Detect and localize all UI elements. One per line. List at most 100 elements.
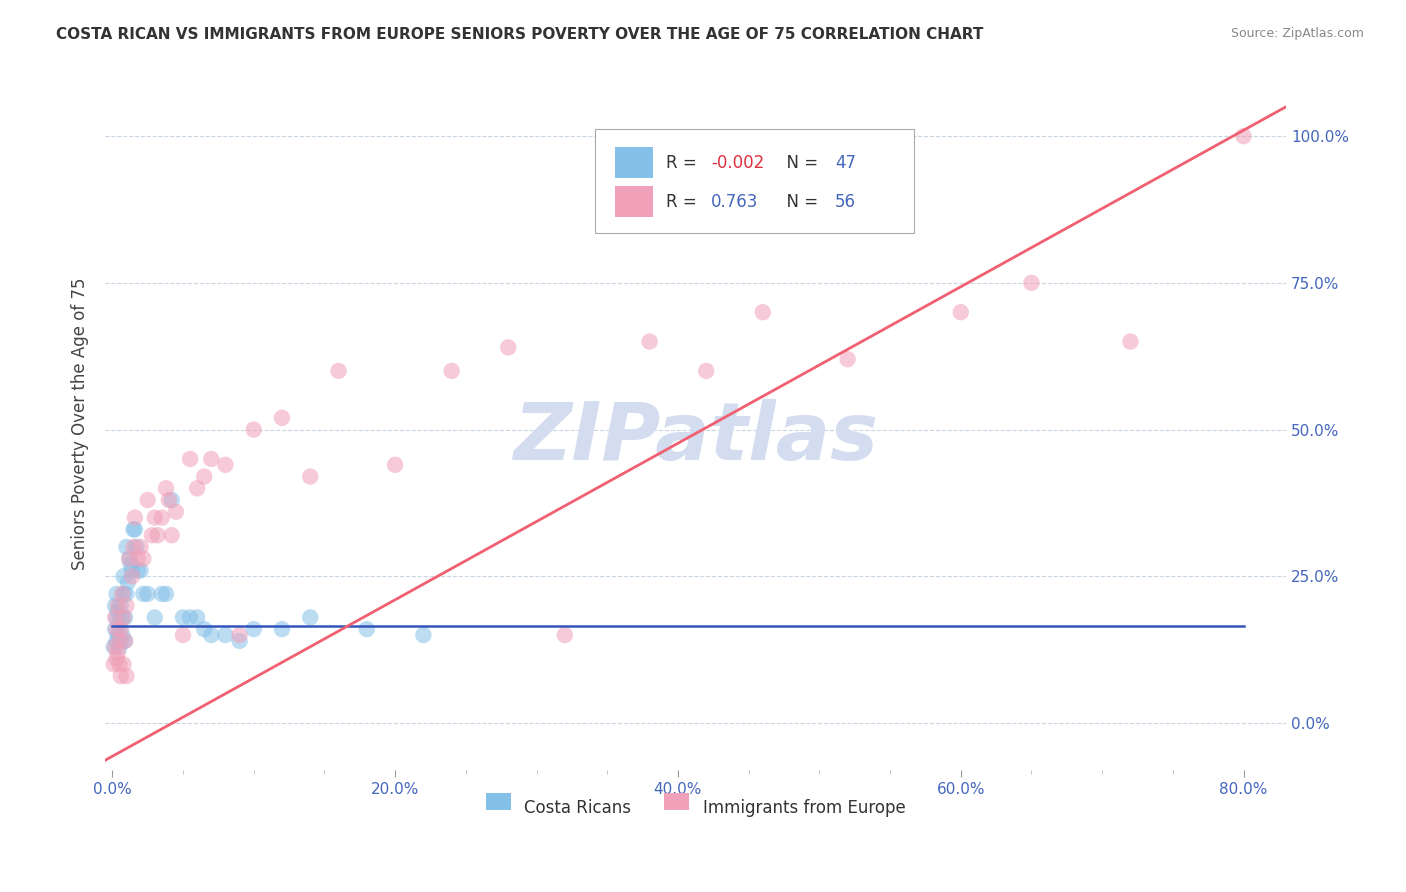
Point: [412, 628, 434, 642]
Point: [157, 493, 180, 508]
Point: [112, 587, 135, 601]
Point: [242, 622, 264, 636]
Point: [193, 622, 215, 636]
Point: [299, 469, 322, 483]
Point: [114, 633, 136, 648]
Point: [108, 640, 131, 654]
Point: [108, 633, 131, 648]
Point: [155, 587, 177, 601]
Text: ZIPatlas: ZIPatlas: [513, 399, 879, 476]
Text: N =: N =: [776, 193, 824, 211]
Point: [104, 610, 127, 624]
Point: [114, 610, 136, 624]
Point: [105, 651, 128, 665]
Point: [186, 610, 208, 624]
Point: [118, 551, 141, 566]
Text: -0.002: -0.002: [711, 153, 765, 171]
Text: 47: 47: [835, 153, 856, 171]
Point: [179, 451, 201, 466]
Point: [115, 540, 138, 554]
Point: [110, 622, 132, 636]
Point: [108, 616, 131, 631]
Point: [104, 640, 127, 654]
Point: [440, 364, 463, 378]
Point: [271, 410, 294, 425]
Point: [1119, 334, 1142, 349]
Point: [132, 587, 155, 601]
Point: [118, 551, 141, 566]
Point: [125, 540, 148, 554]
Point: [127, 551, 149, 566]
Point: [104, 622, 127, 636]
Text: 0.763: 0.763: [711, 193, 758, 211]
Point: [837, 352, 859, 367]
Point: [105, 622, 128, 636]
Point: [111, 587, 134, 601]
Point: [121, 569, 143, 583]
Point: [115, 587, 138, 601]
Point: [124, 522, 146, 536]
Point: [105, 587, 128, 601]
Point: [1232, 129, 1254, 144]
Point: [172, 628, 194, 642]
Point: [146, 528, 169, 542]
Point: [356, 622, 378, 636]
Point: [271, 622, 294, 636]
Point: [150, 510, 173, 524]
Point: [115, 669, 138, 683]
Point: [112, 610, 135, 624]
Point: [120, 558, 142, 572]
Point: [179, 610, 201, 624]
Point: [143, 510, 166, 524]
Point: [155, 481, 177, 495]
Point: [328, 364, 350, 378]
Point: [124, 510, 146, 524]
Point: [193, 469, 215, 483]
Point: [103, 657, 125, 672]
Point: [122, 522, 145, 536]
Point: [110, 599, 132, 613]
Point: [160, 528, 183, 542]
Point: [136, 493, 159, 508]
Text: Source: ZipAtlas.com: Source: ZipAtlas.com: [1230, 27, 1364, 40]
Point: [112, 657, 135, 672]
Point: [200, 451, 222, 466]
Point: [107, 628, 129, 642]
Y-axis label: Seniors Poverty Over the Age of 75: Seniors Poverty Over the Age of 75: [72, 277, 89, 570]
Text: COSTA RICAN VS IMMIGRANTS FROM EUROPE SENIORS POVERTY OVER THE AGE OF 75 CORRELA: COSTA RICAN VS IMMIGRANTS FROM EUROPE SE…: [56, 27, 984, 42]
Point: [104, 599, 127, 613]
Point: [129, 564, 152, 578]
Point: [384, 458, 406, 472]
Legend: Costa Ricans, Immigrants from Europe: Costa Ricans, Immigrants from Europe: [479, 792, 912, 824]
Text: R =: R =: [666, 193, 702, 211]
Point: [1021, 276, 1043, 290]
Point: [114, 633, 136, 648]
Point: [141, 528, 163, 542]
Point: [228, 628, 250, 642]
Point: [115, 599, 138, 613]
Point: [111, 628, 134, 642]
Point: [112, 569, 135, 583]
Point: [122, 540, 145, 554]
Text: R =: R =: [666, 153, 702, 171]
Point: [242, 423, 264, 437]
Point: [107, 599, 129, 613]
Point: [160, 493, 183, 508]
Point: [554, 628, 576, 642]
Point: [186, 481, 208, 495]
Point: [105, 610, 128, 624]
Point: [110, 633, 132, 648]
Point: [638, 334, 661, 349]
Text: 56: 56: [835, 193, 856, 211]
Point: [129, 540, 152, 554]
Point: [214, 458, 236, 472]
Point: [111, 610, 134, 624]
Point: [105, 633, 128, 648]
Point: [949, 305, 972, 319]
Point: [107, 605, 129, 619]
Point: [150, 587, 173, 601]
Point: [299, 610, 322, 624]
FancyBboxPatch shape: [595, 129, 914, 234]
Point: [751, 305, 773, 319]
Point: [172, 610, 194, 624]
